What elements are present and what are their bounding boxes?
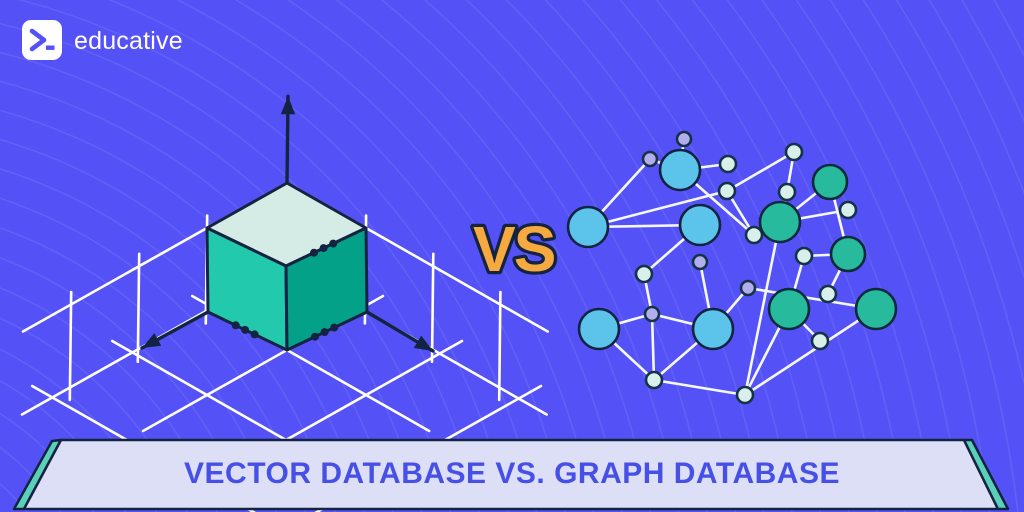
svg-text:VS: VS bbox=[473, 213, 555, 285]
svg-text:VECTOR DATABASE VS. GRAPH DATA: VECTOR DATABASE VS. GRAPH DATABASE bbox=[184, 457, 840, 490]
svg-text:educative: educative bbox=[74, 27, 183, 55]
